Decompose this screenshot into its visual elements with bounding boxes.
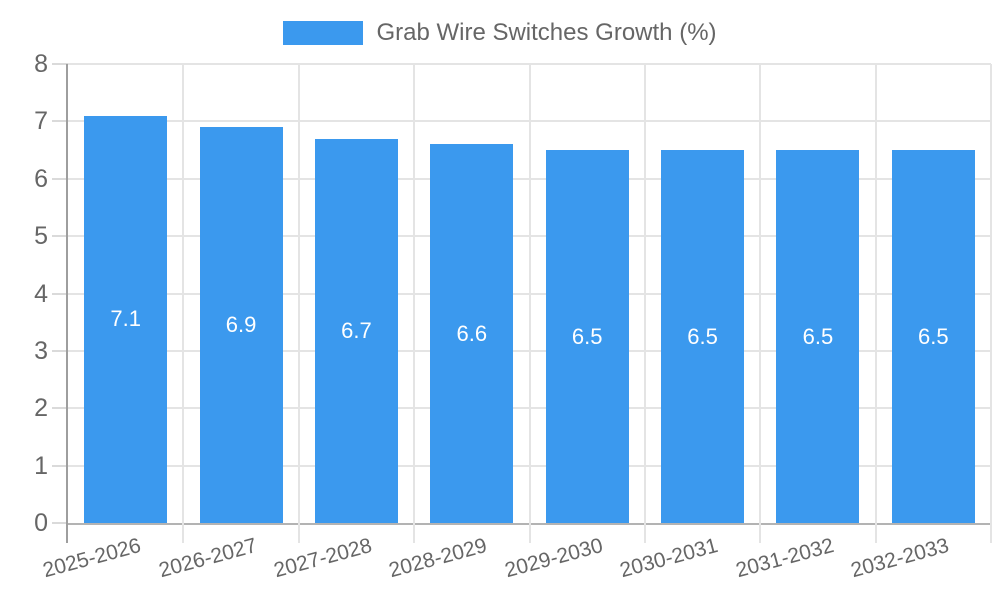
legend-swatch-icon [283, 21, 364, 45]
x-tick-label: 2031-2032 [732, 534, 836, 583]
gridline-v [297, 64, 300, 543]
y-tick-label: 8 [34, 50, 48, 78]
x-tick-label: 2029-2030 [502, 534, 606, 583]
y-tick-mark [52, 522, 68, 524]
bar: 6.6 [430, 144, 514, 523]
bar: 6.9 [199, 127, 283, 523]
bar: 6.5 [776, 150, 860, 523]
y-tick-label: 4 [34, 279, 48, 308]
x-tick-label: 2025-2026 [40, 534, 144, 583]
gridline-v [643, 64, 646, 543]
gridline-v [528, 64, 531, 543]
x-tick-label: 2032-2033 [848, 534, 952, 583]
y-tick-mark [52, 177, 68, 180]
x-tick-label: 2026-2027 [156, 534, 260, 583]
y-tick-label: 1 [34, 451, 48, 480]
legend-label: Grab Wire Switches Growth (%) [376, 19, 717, 46]
y-tick-mark [52, 464, 68, 467]
y-tick-label: 7 [34, 107, 48, 136]
gridline-v [413, 64, 416, 543]
gridline-v [182, 64, 185, 543]
bar-value-label: 6.5 [918, 323, 949, 349]
y-tick-label: 5 [34, 222, 48, 251]
y-tick-label: 0 [34, 509, 48, 537]
gridline-v [990, 64, 992, 543]
y-tick-label: 6 [34, 164, 48, 193]
y-axis-line [66, 64, 68, 543]
y-tick-label: 3 [34, 336, 48, 365]
y-tick-mark [52, 120, 68, 123]
bar-value-label: 7.1 [110, 306, 141, 332]
legend-item[interactable]: Grab Wire Switches Growth (%) [283, 19, 717, 46]
y-tick-mark [52, 349, 68, 352]
x-tick-label: 2028-2029 [386, 534, 490, 583]
y-axis-labels: 0 1 2 3 4 5 6 7 8 [0, 0, 48, 600]
bar: 7.1 [84, 115, 168, 523]
y-tick-mark [52, 63, 68, 65]
bar: 6.5 [891, 150, 975, 523]
bar-value-label: 6.7 [341, 317, 372, 343]
bar-value-label: 6.9 [225, 312, 257, 338]
y-tick-label: 2 [34, 394, 48, 423]
bar-value-label: 6.5 [571, 323, 603, 349]
bar: 6.5 [545, 150, 629, 523]
bar-value-label: 6.6 [456, 320, 488, 346]
x-tick-label: 2027-2028 [271, 534, 375, 583]
plot-area: 7.1 6.9 6.7 6.6 6.5 6.5 6.5 6.5 [52, 63, 992, 543]
y-tick-mark [52, 407, 68, 410]
bar: 6.5 [661, 150, 745, 523]
bar: 6.7 [314, 138, 398, 523]
x-axis-labels: 2025-2026 2026-2027 2027-2028 2028-2029 2029… [0, 534, 1000, 600]
chart-legend: Grab Wire Switches Growth (%) [0, 20, 1000, 46]
bar-value-label: 6.5 [687, 323, 718, 349]
y-tick-mark [52, 292, 68, 295]
gridline-v [759, 64, 762, 543]
y-tick-mark [52, 235, 68, 238]
bar-value-label: 6.5 [802, 323, 834, 349]
x-tick-label: 2030-2031 [617, 534, 721, 583]
gridline-v [874, 64, 877, 543]
